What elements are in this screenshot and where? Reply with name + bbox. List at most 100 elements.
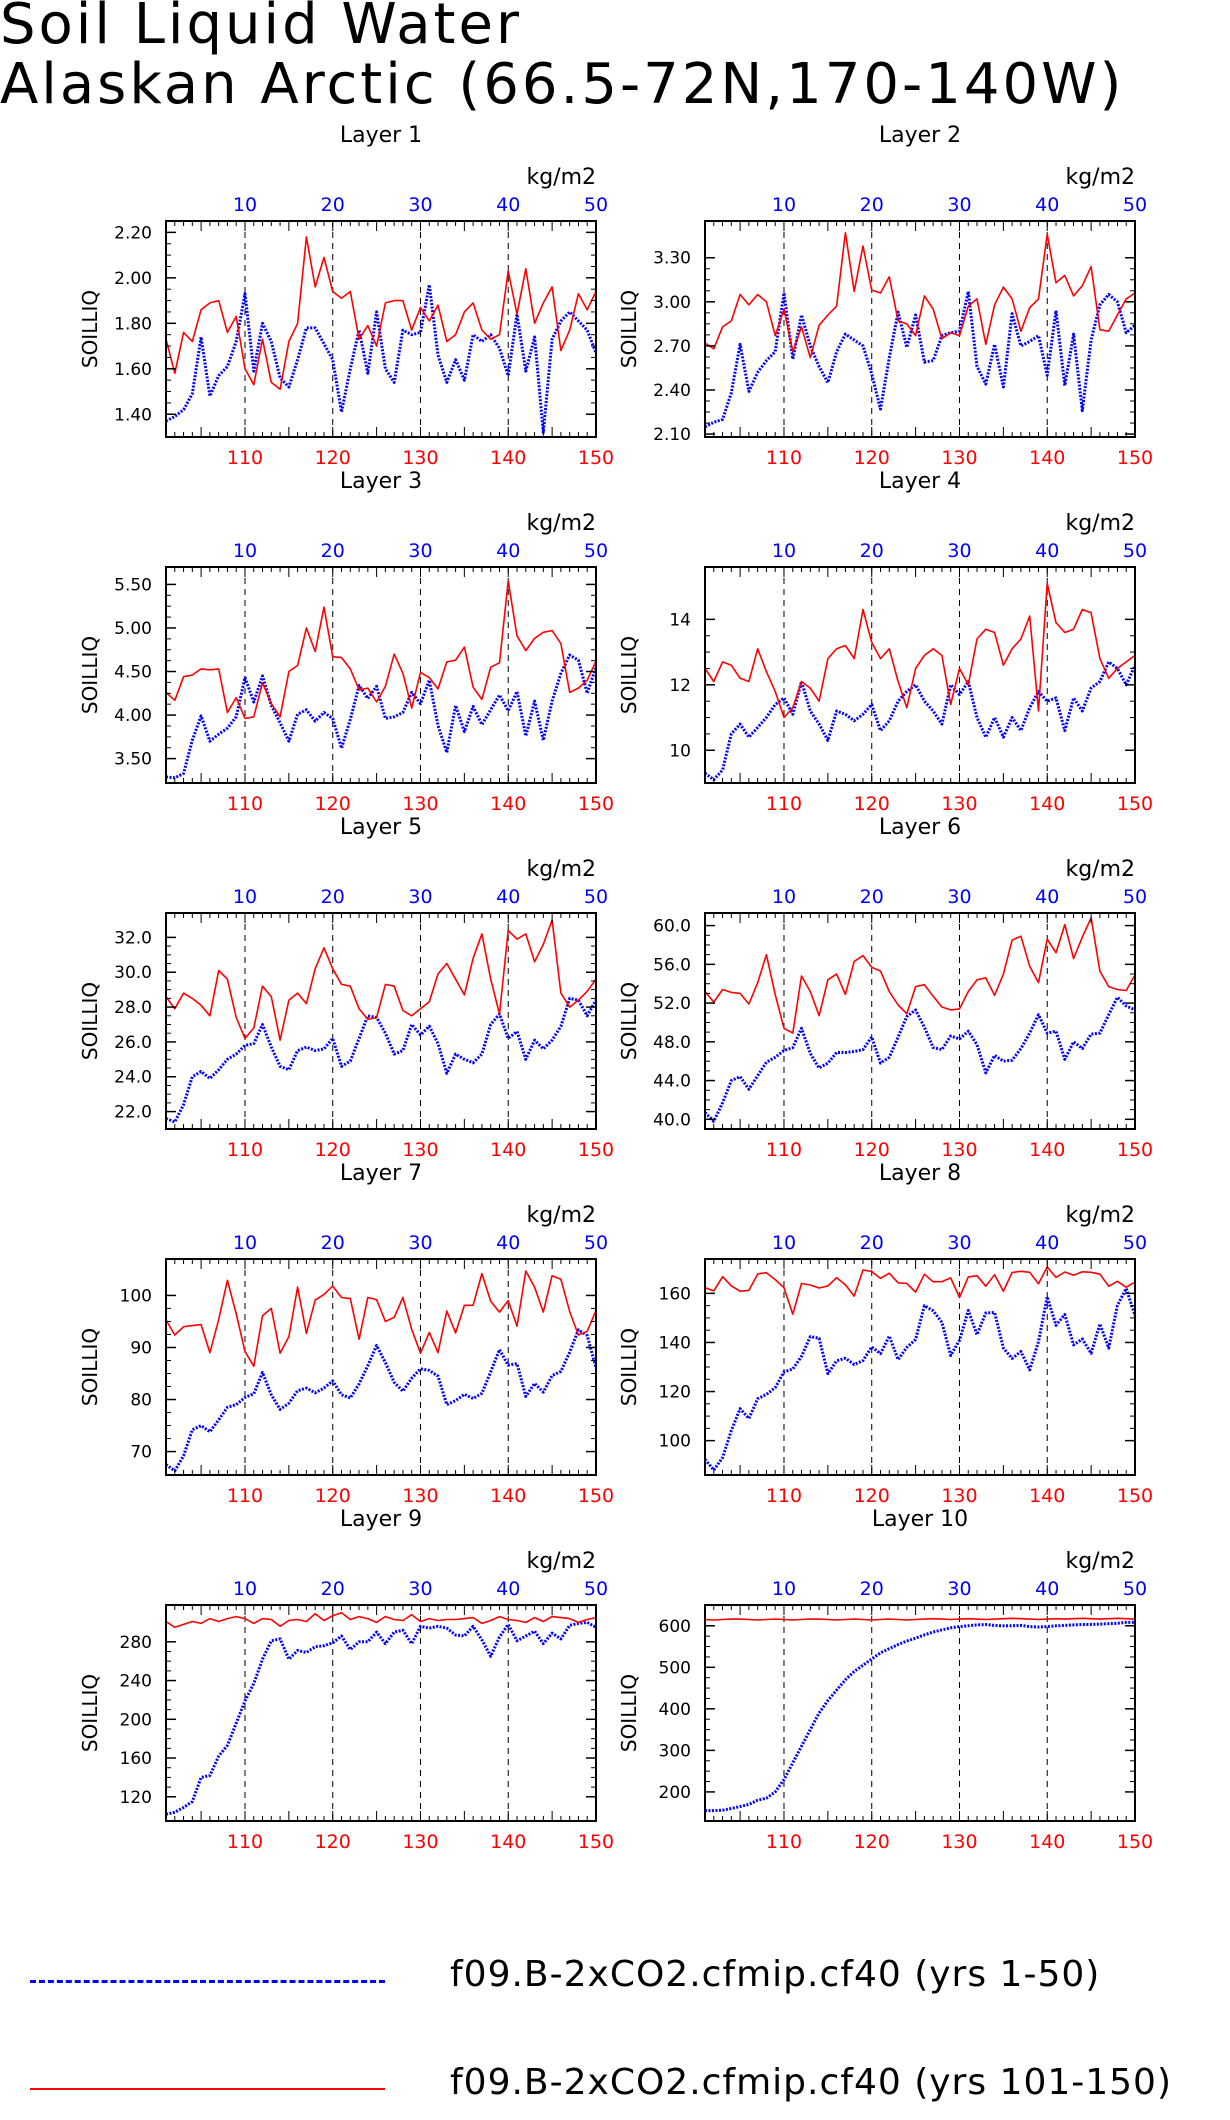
y-tick-label: 2.40 (653, 381, 691, 401)
x-top-tick-label: 50 (584, 1232, 608, 1254)
series-line-yrs-1-50 (165, 996, 598, 1124)
series-line-yrs-1-50 (703, 995, 1136, 1123)
panel-title: Layer 3 (340, 469, 422, 494)
y-tick-label: 200 (120, 1710, 152, 1730)
panel-title: Layer 5 (340, 815, 422, 840)
x-top-tick-label: 40 (1035, 1232, 1059, 1254)
y-tick-label: 300 (659, 1741, 691, 1761)
units-label: kg/m2 (526, 1549, 596, 1574)
y-tick-label: 2.70 (653, 337, 691, 357)
y-tick-label: 24.0 (114, 1068, 152, 1088)
x-top-tick-label: 30 (947, 540, 971, 562)
y-tick-label: 1.80 (114, 314, 152, 334)
x-bottom-tick-label: 140 (490, 793, 526, 815)
y-tick-label: 80 (130, 1391, 152, 1411)
units-label: kg/m2 (1065, 1203, 1135, 1228)
legend-swatch-dashed-blue (30, 1980, 385, 1983)
plot-frame (165, 220, 597, 438)
x-top-tick-label: 20 (321, 1232, 345, 1254)
x-bottom-tick-label: 150 (1117, 1139, 1153, 1161)
x-bottom-tick-label: 150 (1117, 793, 1153, 815)
plot-frame (704, 220, 1136, 438)
y-tick-label: 2.20 (114, 223, 152, 243)
series-line-yrs-1-50 (703, 1287, 1137, 1472)
chart-title-line-2: Alaskan Arctic (66.5-72N,170-140W) (0, 52, 1125, 117)
series-line-yrs-1-50 (165, 1620, 597, 1816)
y-tick-label: 140 (659, 1333, 691, 1353)
plot-frame (165, 912, 597, 1130)
y-tick-label: 2.00 (114, 269, 152, 289)
x-bottom-tick-label: 130 (402, 793, 438, 815)
x-top-tick-label: 30 (947, 1232, 971, 1254)
y-tick-label: 48.0 (653, 1033, 691, 1053)
x-bottom-tick-label: 110 (766, 1485, 802, 1507)
x-bottom-tick-label: 120 (854, 1139, 890, 1161)
x-bottom-tick-label: 130 (402, 1139, 438, 1161)
plot-frame (165, 1604, 597, 1822)
x-top-tick-label: 10 (772, 1232, 796, 1254)
x-bottom-tick-label: 130 (941, 1831, 977, 1853)
x-bottom-tick-label: 150 (1117, 1485, 1153, 1507)
x-top-tick-label: 40 (496, 540, 520, 562)
panel-title: Layer 4 (879, 469, 961, 494)
x-top-tick-label: 10 (772, 1578, 796, 1600)
y-axis-label: SOILLIQ (78, 290, 102, 368)
legend-item-series-b: f09.B-2xCO2.cfmip.cf40 (yrs 101-150) (30, 2058, 1220, 2118)
y-tick-label: 600 (659, 1617, 691, 1637)
x-bottom-tick-label: 150 (1117, 447, 1153, 469)
units-label: kg/m2 (1065, 857, 1135, 882)
y-tick-label: 28.0 (114, 998, 152, 1018)
y-axis-label: SOILLIQ (617, 1674, 641, 1752)
y-tick-label: 400 (659, 1700, 691, 1720)
x-bottom-tick-label: 120 (315, 1485, 351, 1507)
panel-grid: Layer 1 kg/m2 110 120 130 140 150 10 20 30 40 50 1.4… (78, 123, 1153, 1853)
series-line-yrs-101-150 (704, 1617, 1136, 1621)
series-line-yrs-101-150 (704, 232, 1136, 359)
y-axis-label: SOILLIQ (78, 1674, 102, 1752)
panel-title: Layer 2 (879, 123, 961, 148)
series-line-yrs-101-150 (165, 1611, 597, 1629)
y-tick-label: 3.30 (653, 249, 691, 269)
x-bottom-tick-label: 120 (315, 447, 351, 469)
series-line-yrs-1-50 (704, 290, 1136, 429)
y-tick-label: 32.0 (114, 928, 152, 948)
y-tick-label: 120 (659, 1383, 691, 1403)
series-line-yrs-101-150 (704, 916, 1136, 1034)
y-tick-label: 120 (120, 1788, 152, 1808)
x-bottom-tick-label: 140 (490, 1831, 526, 1853)
x-top-tick-label: 10 (233, 194, 257, 216)
x-top-tick-label: 40 (1035, 1578, 1059, 1600)
y-axis-label: SOILLIQ (617, 636, 641, 714)
x-top-tick-label: 50 (584, 194, 608, 216)
x-top-tick-label: 40 (496, 1578, 520, 1600)
plot-frame (704, 1604, 1136, 1822)
units-label: kg/m2 (526, 165, 596, 190)
units-label: kg/m2 (526, 511, 596, 536)
y-tick-label: 10 (669, 741, 691, 761)
series-line-yrs-101-150 (704, 1266, 1136, 1315)
y-tick-label: 1.60 (114, 360, 152, 380)
x-top-tick-label: 20 (321, 886, 345, 908)
y-tick-label: 200 (659, 1783, 691, 1803)
y-tick-label: 2.10 (653, 425, 691, 445)
x-bottom-tick-label: 140 (490, 1485, 526, 1507)
y-tick-label: 3.00 (653, 293, 691, 313)
y-axis-label: SOILLIQ (78, 1328, 102, 1406)
y-tick-label: 26.0 (114, 1033, 152, 1053)
panel-title: Layer 1 (340, 123, 422, 148)
y-tick-label: 70 (130, 1443, 152, 1463)
x-bottom-tick-label: 120 (854, 1485, 890, 1507)
units-label: kg/m2 (526, 1203, 596, 1228)
x-top-tick-label: 40 (1035, 886, 1059, 908)
x-top-tick-label: 20 (860, 1232, 884, 1254)
y-axis-label: SOILLIQ (78, 636, 102, 714)
x-top-tick-label: 30 (408, 540, 432, 562)
x-top-tick-label: 40 (1035, 194, 1059, 216)
x-top-tick-label: 30 (947, 886, 971, 908)
plot-frame (165, 566, 597, 784)
series-line-yrs-101-150 (165, 580, 597, 720)
series-line-yrs-1-50 (165, 1328, 598, 1473)
y-tick-label: 22.0 (114, 1103, 152, 1123)
panel-title: Layer 10 (872, 1507, 968, 1532)
plot-frame (704, 566, 1136, 784)
